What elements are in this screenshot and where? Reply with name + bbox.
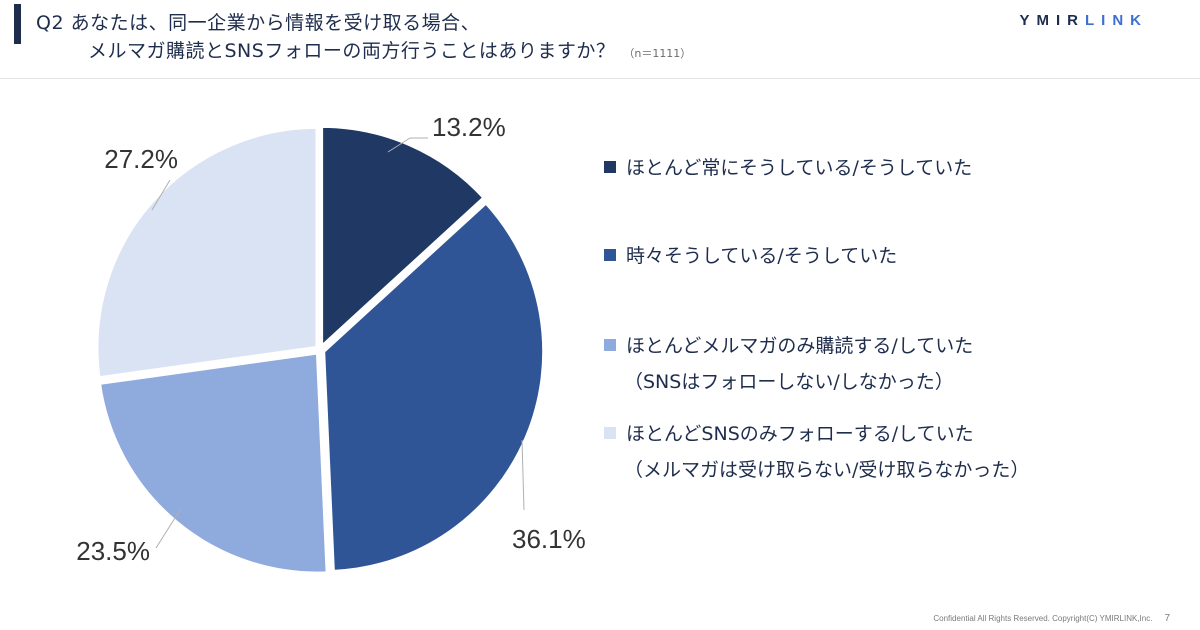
brand-logo-part-1: YMIR [1019, 12, 1085, 29]
legend-item-newsletter-only: ほとんどメルマガのみ購読する/していた （SNSはフォローしない/しなかった） [604, 328, 973, 400]
page-title-line-2: メルマガ購読とSNSフォローの両方行うことはありますか？ （n＝1111） [88, 36, 691, 63]
pie-slice-sns-only [95, 125, 319, 380]
sample-size: （n＝1111） [623, 47, 692, 60]
legend-item-always: ほとんど常にそうしている/そうしていた [604, 150, 972, 186]
legend-swatch-sns-only [604, 427, 616, 439]
data-label-sometimes: 36.1% [512, 524, 586, 554]
leader-line-sns-only [151, 179, 171, 211]
brand-logo: YMIRLINK [1020, 12, 1149, 29]
leader-line-sometimes [521, 439, 525, 511]
legend-sublabel-newsletter-only: （SNSはフォローしない/しなかった） [624, 371, 954, 393]
page-title-line-1: Q2 あなたは、同一企業から情報を受け取る場合、 [36, 8, 480, 35]
legend-swatch-newsletter-only [604, 339, 616, 351]
page-number: 7 [1164, 613, 1170, 624]
leader-line-newsletter-only [155, 509, 181, 549]
legend-item-sometimes: 時々そうしている/そうしていた [604, 238, 897, 274]
footer: Confidential All Rights Reserved. Copyri… [933, 613, 1170, 624]
pie-slice-sometimes [322, 200, 546, 573]
pie-slice-newsletter-only [97, 351, 329, 575]
legend-label-sometimes: 時々そうしている/そうしていた [626, 245, 898, 267]
legend-label-newsletter-only: ほとんどメルマガのみ購読する/していた [626, 335, 974, 357]
legend-label-always: ほとんど常にそうしている/そうしていた [626, 157, 973, 179]
pie-slice-always [320, 124, 486, 350]
leader-line-always [387, 137, 428, 153]
data-label-always: 13.2% [432, 112, 506, 142]
title-divider [0, 78, 1200, 79]
legend-item-sns-only: ほとんどSNSのみフォローする/していた （メルマガは受け取らない/受け取らなか… [604, 416, 1029, 488]
legend-swatch-sometimes [604, 249, 616, 261]
data-label-newsletter-only: 23.5% [76, 536, 150, 566]
legend-label-sns-only: ほとんどSNSのみフォローする/していた [626, 423, 974, 445]
title-text-1: Q2 あなたは、同一企業から情報を受け取る場合、 [36, 12, 481, 34]
brand-logo-part-2: LINK [1085, 12, 1148, 29]
legend-sublabel-sns-only: （メルマガは受け取らない/受け取らなかった） [624, 459, 1030, 481]
title-accent-bar [14, 4, 21, 44]
title-text-2: メルマガ購読とSNSフォローの両方行うことはありますか？ [88, 40, 616, 62]
legend-swatch-always [604, 161, 616, 173]
copyright-text: Confidential All Rights Reserved. Copyri… [933, 614, 1153, 623]
data-label-sns-only: 27.2% [104, 144, 178, 174]
